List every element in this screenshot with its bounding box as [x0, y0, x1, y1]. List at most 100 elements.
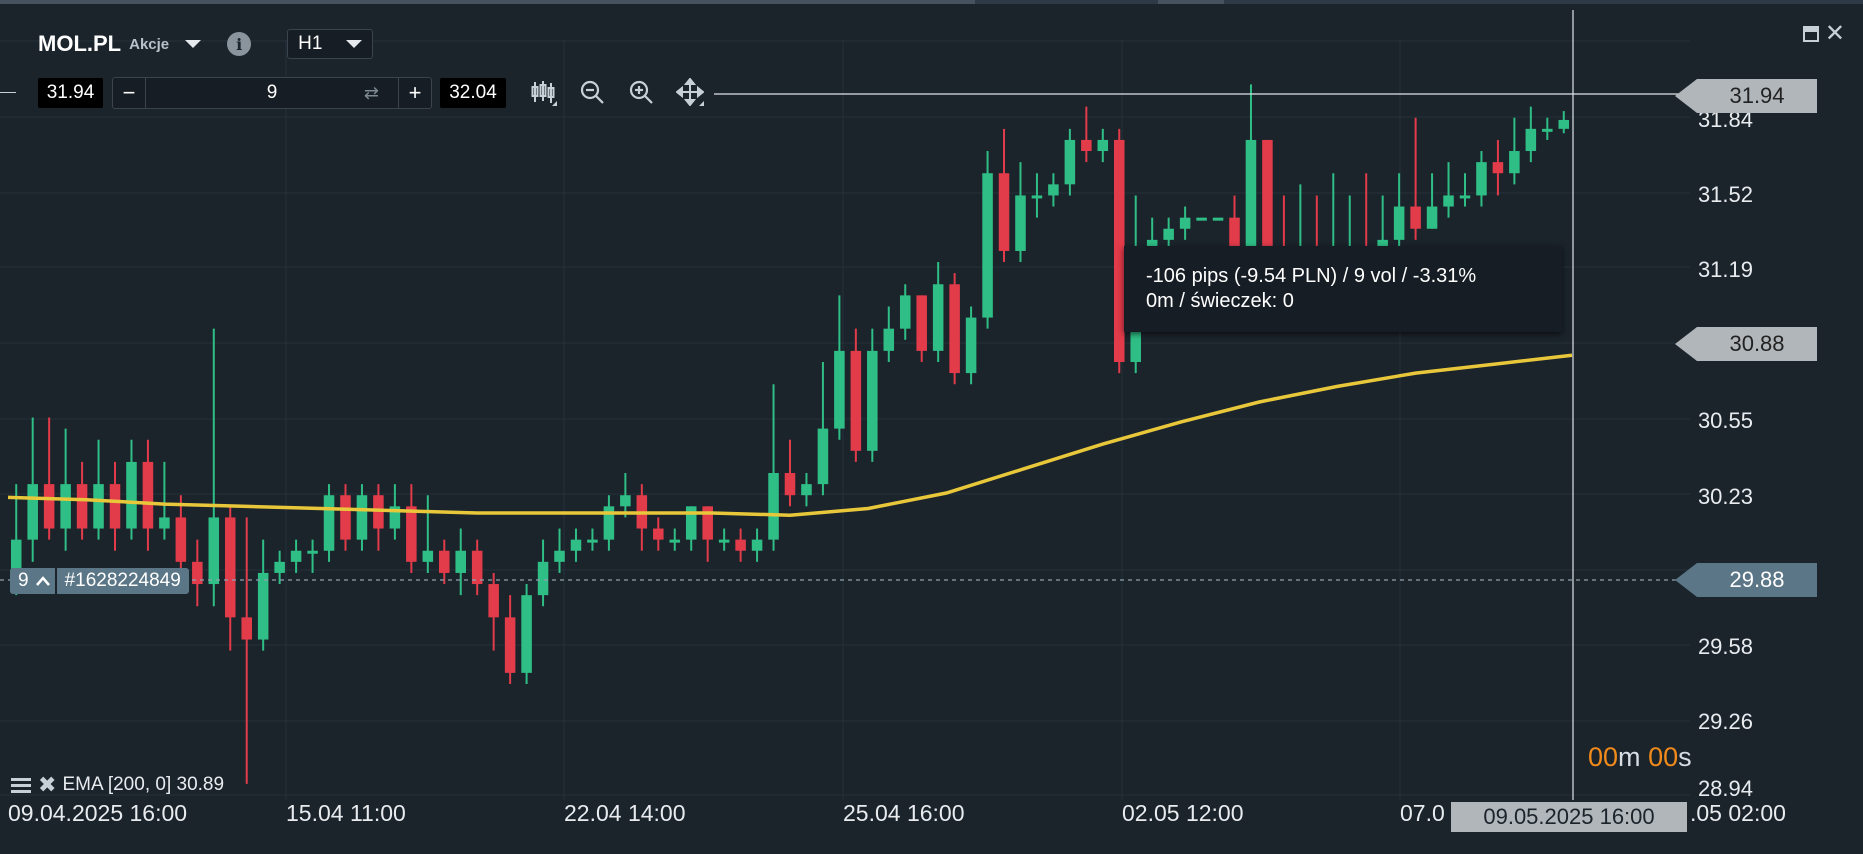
instrument-type: Akcje: [129, 35, 170, 53]
symbol-dropdown-icon[interactable]: [185, 40, 202, 48]
candle-body: [537, 561, 549, 596]
cursor-price-tag: 31.94: [1675, 79, 1817, 113]
candle-body: [1048, 184, 1059, 196]
candle-body: [521, 595, 532, 673]
indicator-settings-icon[interactable]: [10, 776, 32, 794]
submenu-indicator: [699, 101, 704, 106]
symbol-name[interactable]: MOL.PL: [38, 31, 122, 56]
candle-body: [751, 539, 763, 551]
zoom-out-icon[interactable]: [567, 75, 616, 109]
candle-body: [504, 617, 516, 673]
top-strip: [0, 0, 1863, 4]
cursor-time-tag: 09.05.2025 16:00: [1451, 802, 1687, 832]
candle-body: [998, 173, 1010, 251]
candle-body: [224, 517, 236, 618]
candle-body: [570, 539, 582, 551]
candle-body: [768, 473, 779, 540]
position-volume-badge[interactable]: 9: [10, 568, 55, 594]
candle-body: [1443, 195, 1454, 207]
candle-body: [1064, 139, 1076, 185]
time-axis-label: 25.04 16:00: [843, 800, 965, 826]
ema-line: [7, 353, 1573, 517]
ema-price-tag: 30.88: [1675, 327, 1817, 361]
price-axis-label: 31.52: [1697, 182, 1753, 207]
position-id[interactable]: #1628224849: [54, 568, 189, 594]
info-icon[interactable]: i: [227, 32, 252, 56]
candle-body: [175, 517, 187, 562]
window-controls: ✕: [1802, 20, 1845, 47]
candle-body: [718, 539, 730, 543]
swap-icon[interactable]: ⇄: [363, 83, 379, 103]
time-axis-label: 22.04 14:00: [564, 800, 686, 826]
price-axis-label: 31.19: [1697, 257, 1753, 282]
indicator-legend: ✖ EMA [200, 0] 30.89: [10, 772, 224, 798]
candle-body: [965, 317, 977, 374]
candle-body: [653, 528, 664, 540]
candle-body: [126, 461, 137, 529]
candle-body: [1476, 162, 1487, 196]
candle-body: [27, 484, 38, 540]
chevron-up-icon: [35, 576, 50, 586]
candle-body: [356, 495, 368, 540]
indicator-label: EMA [200, 0] 30.89: [62, 774, 225, 795]
time-axis-label: 09.04.2025 16:00: [8, 800, 188, 826]
move-icon[interactable]: [665, 75, 714, 109]
close-icon[interactable]: ✕: [1824, 20, 1845, 47]
candle-body: [1196, 217, 1207, 221]
candle-body: [916, 295, 927, 351]
candle-body: [290, 550, 302, 562]
candle-body: [817, 428, 829, 485]
candle-body: [982, 173, 993, 318]
chart-header: MOL.PL Akcje i H1: [38, 28, 374, 60]
candle-body: [587, 539, 598, 543]
buy-price-button[interactable]: 32.04: [440, 78, 506, 108]
candle-body: [867, 350, 878, 451]
candle-body: [899, 295, 911, 329]
zoom-in-icon[interactable]: [616, 75, 665, 109]
volume-input[interactable]: 9: [266, 82, 278, 103]
candle-body: [93, 484, 104, 529]
candle-body: [142, 461, 154, 529]
candle-body: [257, 572, 269, 640]
candle-body: [735, 539, 746, 551]
time-axis-label: 15.04 11:00: [286, 800, 406, 826]
measure-tooltip: -106 pips (-9.54 PLN) / 9 vol / -3.31% 0…: [1124, 246, 1562, 332]
time-axis-label: 07.0: [1400, 800, 1445, 826]
candle-body: [1212, 217, 1224, 221]
candle-body: [1542, 128, 1553, 132]
candle-body: [1410, 206, 1421, 229]
candle-body: [109, 484, 121, 529]
minimize-icon[interactable]: [1802, 26, 1819, 42]
measure-tooltip-line1: -106 pips (-9.54 PLN) / 9 vol / -3.31%: [1146, 265, 1477, 287]
volume-stepper[interactable]: − 9 ⇄ +: [112, 77, 432, 109]
candle-body: [603, 506, 615, 540]
candle-body: [323, 495, 335, 551]
timeframe-select[interactable]: H1: [287, 29, 374, 59]
candle-body: [1081, 139, 1092, 152]
candle-body: [801, 484, 812, 496]
timer-minutes: 00: [1588, 742, 1619, 772]
sell-price-button[interactable]: 31.94: [38, 78, 103, 108]
candle-body: [1031, 195, 1043, 199]
candles-type-icon[interactable]: [518, 75, 567, 109]
candle-body: [60, 484, 71, 529]
candle-body: [1426, 206, 1438, 229]
indicator-remove-icon[interactable]: ✖: [38, 772, 57, 797]
timeframe-value: H1: [298, 33, 323, 54]
volume-increase-button[interactable]: +: [398, 78, 431, 108]
candle-body: [471, 550, 483, 585]
candle-body: [389, 506, 401, 529]
price-axis-label: 29.26: [1697, 709, 1753, 734]
candle-body: [208, 517, 220, 585]
volume-decrease-button[interactable]: −: [113, 78, 146, 108]
submenu-indicator: [552, 101, 557, 106]
time-axis-label: .05 02:00: [1690, 800, 1786, 826]
candle-body: [340, 495, 351, 540]
candle-body: [834, 350, 845, 429]
price-axis-label: 29.58: [1697, 634, 1753, 659]
position-tag[interactable]: 9 #1628224849: [10, 567, 189, 595]
price-axis-label: 30.23: [1697, 484, 1753, 509]
candle-body: [620, 495, 631, 507]
candle-body: [76, 484, 88, 529]
